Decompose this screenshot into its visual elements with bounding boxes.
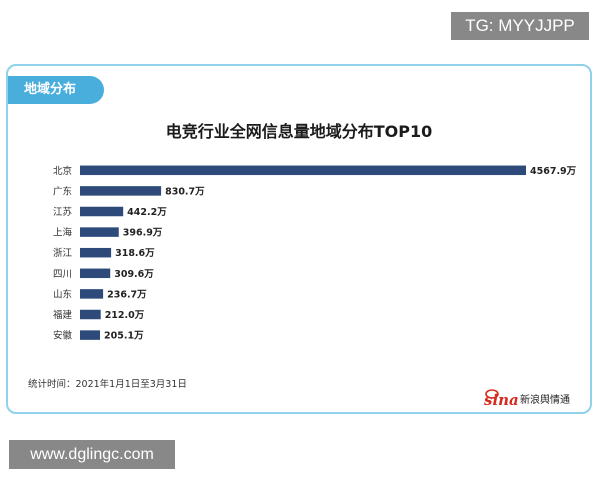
watermark-bottom: www.dglingc.com [9, 440, 175, 469]
bar [80, 165, 526, 176]
bar-value-label: 830.7万 [165, 186, 205, 197]
category-label: 浙江 [53, 247, 73, 259]
watermark-top: TG: MYYJJPP [451, 12, 589, 40]
bar-value-label: 318.6万 [115, 248, 155, 259]
bar-value-label: 236.7万 [107, 289, 147, 300]
bar [80, 227, 119, 237]
bar-value-label: 442.2万 [127, 207, 167, 218]
bar-value-label: 4567.9万 [530, 166, 577, 177]
category-label: 四川 [53, 269, 72, 280]
bar-value-label: 396.9万 [123, 228, 163, 239]
bar [80, 289, 104, 299]
sina-mark-text: sina [484, 391, 519, 408]
category-label: 安徽 [53, 330, 73, 342]
sina-eye-mark [485, 389, 499, 399]
category-label: 山东 [53, 288, 72, 300]
bar [80, 309, 101, 320]
chart-card: 地域分布 电竞行业全网信息量地域分布TOP10 北京 4567.9万广东 830.7… [6, 64, 592, 414]
sina-logo: sina 新浪舆情通 [484, 389, 570, 408]
section-tag: 地域分布 [8, 76, 104, 104]
chart-title: 电竞行业全网信息量地域分布TOP10 [165, 122, 433, 141]
bar [80, 206, 124, 217]
bar [80, 330, 101, 340]
bar-value-label: 205.1万 [104, 331, 144, 342]
bar [80, 247, 112, 258]
category-label: 广东 [53, 185, 72, 197]
category-label: 福建 [53, 309, 73, 321]
bar [80, 186, 162, 196]
sina-brand-text: 新浪舆情通 [520, 393, 570, 406]
category-label: 北京 [53, 165, 72, 177]
bar-value-label: 309.6万 [114, 269, 154, 280]
stat-time: 统计时间：2021年1月1日至3月31日 [28, 379, 187, 390]
category-label: 上海 [53, 227, 73, 239]
bar [80, 268, 111, 279]
category-label: 江苏 [53, 206, 73, 218]
bar-value-label: 212.0万 [105, 310, 145, 321]
